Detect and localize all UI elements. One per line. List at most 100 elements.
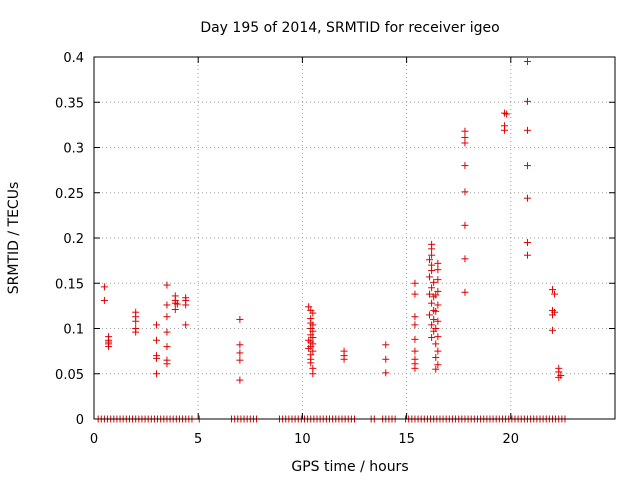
data-point bbox=[236, 349, 244, 357]
data-point bbox=[428, 321, 436, 329]
data-point bbox=[309, 334, 317, 342]
y-tick-label: 0.1 bbox=[63, 323, 84, 338]
data-point bbox=[434, 266, 442, 274]
y-tick-label: 0.2 bbox=[63, 232, 84, 247]
data-point bbox=[434, 276, 442, 284]
data-point bbox=[461, 127, 469, 135]
y-tick-label: 0.4 bbox=[63, 51, 84, 66]
data-point bbox=[153, 370, 161, 378]
data-point bbox=[153, 354, 161, 362]
data-point bbox=[426, 311, 434, 319]
data-point bbox=[430, 278, 438, 286]
data-point bbox=[163, 301, 171, 309]
y-tick-label: 0.3 bbox=[63, 142, 84, 157]
data-point bbox=[428, 267, 436, 275]
data-point bbox=[426, 273, 434, 281]
data-point bbox=[171, 305, 179, 313]
data-point bbox=[236, 376, 244, 384]
data-point bbox=[434, 333, 442, 341]
data-point bbox=[523, 126, 531, 134]
data-point bbox=[382, 355, 390, 363]
data-point bbox=[432, 325, 440, 332]
data-point bbox=[523, 97, 531, 105]
chart-title: Day 195 of 2014, SRMTID for receiver ige… bbox=[200, 20, 499, 36]
x-axis-label: GPS time / hours bbox=[291, 459, 408, 475]
data-point bbox=[340, 355, 348, 363]
data-point bbox=[523, 58, 531, 66]
data-point bbox=[305, 344, 313, 352]
data-point bbox=[428, 284, 436, 292]
data-point bbox=[523, 194, 531, 202]
tick-labels: 0 0.05 0.1 0.15 0.2 0.25 0.3 0.35 0.4 0 5 10 15 20 bbox=[55, 51, 519, 447]
y-tick-label: 0.05 bbox=[55, 368, 84, 383]
data-point bbox=[100, 283, 108, 291]
data-point bbox=[236, 341, 244, 349]
data-point bbox=[432, 291, 440, 299]
data-point bbox=[432, 340, 440, 348]
data-point bbox=[548, 311, 556, 319]
data-point bbox=[105, 343, 113, 351]
y-tick-label: 0 bbox=[76, 413, 84, 428]
data-point bbox=[551, 290, 559, 298]
data-point bbox=[309, 370, 317, 378]
data-point bbox=[430, 315, 438, 323]
data-point bbox=[434, 361, 442, 369]
data-point bbox=[309, 321, 317, 329]
y-tick-label: 0.15 bbox=[55, 277, 84, 292]
data-point bbox=[182, 301, 190, 309]
x-tick-label: 15 bbox=[398, 432, 415, 447]
data-point bbox=[411, 279, 419, 287]
data-point bbox=[163, 328, 171, 336]
data-point bbox=[548, 286, 556, 294]
y-tick-label: 0.35 bbox=[55, 96, 84, 111]
data-point bbox=[428, 245, 436, 253]
data-point bbox=[132, 328, 140, 336]
data-point bbox=[382, 341, 390, 349]
data-point bbox=[428, 251, 436, 259]
data-point bbox=[501, 126, 509, 134]
data-point bbox=[382, 369, 390, 377]
data-point bbox=[182, 321, 190, 329]
data-point bbox=[305, 303, 313, 311]
x-tick-label: 5 bbox=[194, 432, 202, 447]
data-point bbox=[309, 347, 317, 355]
data-point bbox=[411, 290, 419, 298]
data-point bbox=[461, 139, 469, 147]
data-point bbox=[432, 365, 440, 373]
x-tick-label: 10 bbox=[294, 432, 311, 447]
data-point bbox=[461, 162, 469, 170]
data-point bbox=[432, 353, 440, 361]
data-point bbox=[461, 221, 469, 229]
data-point bbox=[523, 239, 531, 247]
data-point bbox=[163, 360, 171, 368]
data-point bbox=[523, 251, 531, 259]
data-point bbox=[523, 162, 531, 170]
data-point bbox=[153, 321, 161, 329]
x-tick-label: 0 bbox=[90, 432, 98, 447]
data-points bbox=[94, 58, 569, 423]
data-point bbox=[434, 259, 442, 267]
data-point bbox=[434, 317, 442, 325]
data-point bbox=[411, 347, 419, 355]
data-point bbox=[461, 288, 469, 296]
data-point bbox=[236, 356, 244, 364]
data-point bbox=[548, 326, 556, 334]
data-point bbox=[132, 317, 140, 325]
data-point bbox=[153, 336, 161, 344]
data-point bbox=[411, 364, 419, 372]
data-point bbox=[434, 287, 442, 295]
data-point bbox=[236, 315, 244, 323]
data-point bbox=[173, 300, 181, 308]
data-point bbox=[309, 327, 317, 335]
y-tick-label: 0.25 bbox=[55, 187, 84, 202]
data-point bbox=[434, 347, 442, 355]
data-point bbox=[428, 299, 436, 307]
data-point bbox=[163, 343, 171, 351]
data-point bbox=[426, 256, 434, 264]
x-tick-label: 20 bbox=[503, 432, 520, 447]
plot-frame bbox=[93, 56, 616, 420]
data-point bbox=[411, 335, 419, 343]
data-point bbox=[163, 313, 171, 321]
data-point bbox=[163, 281, 171, 289]
